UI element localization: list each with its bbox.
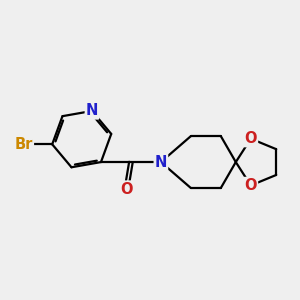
Text: O: O [120,182,133,196]
Text: O: O [244,178,257,193]
Text: N: N [155,154,167,169]
Text: Br: Br [15,137,33,152]
Text: O: O [244,131,257,146]
Text: N: N [86,103,98,118]
